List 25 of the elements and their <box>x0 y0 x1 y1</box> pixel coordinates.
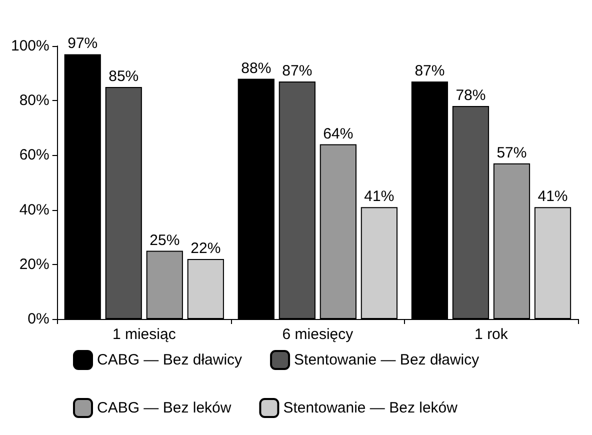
data-label: 57% <box>496 144 527 162</box>
data-label: 64% <box>323 125 354 142</box>
legend-label: CABG — Bez dławicy <box>97 352 243 368</box>
legend-label: CABG — Bez leków <box>97 400 232 416</box>
y-tick-label: 20% <box>19 256 50 273</box>
legend-label: Stentowanie — Bez leków <box>283 400 458 416</box>
y-tick-label: 80% <box>19 92 50 110</box>
y-tick-label: 60% <box>19 146 50 164</box>
data-label: 41% <box>538 188 568 206</box>
y-tick-label: 100% <box>10 38 50 54</box>
data-label: 25% <box>150 232 180 249</box>
legend-label: Stentowanie — Bez dławicy <box>294 352 480 368</box>
data-label: 87% <box>282 62 312 80</box>
data-label: 22% <box>190 240 221 257</box>
data-label: 85% <box>108 68 139 85</box>
data-label: 78% <box>456 87 486 104</box>
y-tick-label: 0% <box>28 310 50 328</box>
data-label: 88% <box>241 60 272 77</box>
x-tick-label: 1 miesiąc <box>112 326 176 343</box>
data-label: 97% <box>68 35 98 52</box>
x-tick-label: 6 miesięcy <box>282 326 354 343</box>
y-tick-label: 40% <box>19 201 50 218</box>
data-label: 87% <box>414 62 445 80</box>
x-tick-label: 1 rok <box>474 326 508 343</box>
data-label: 41% <box>364 188 394 206</box>
